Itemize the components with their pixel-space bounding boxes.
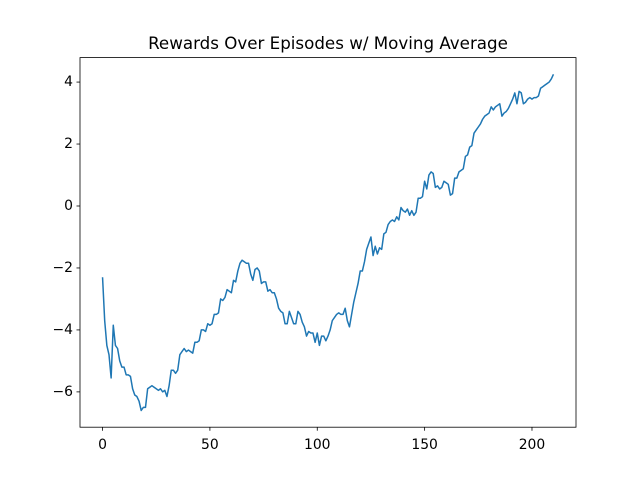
y-tick-label: −6 <box>53 384 73 400</box>
y-tick-label: −2 <box>53 260 73 276</box>
x-tick-label: 150 <box>411 437 438 453</box>
axes-frame <box>79 57 577 428</box>
x-tick-label: 50 <box>201 437 219 453</box>
y-tick-label: −4 <box>53 322 74 338</box>
y-tick-label: 2 <box>64 136 73 152</box>
x-tick-label: 200 <box>519 437 546 453</box>
x-tick-label: 100 <box>304 437 331 453</box>
y-tick-label: 0 <box>64 198 73 214</box>
x-tick-label: 0 <box>98 437 107 453</box>
chart-title: Rewards Over Episodes w/ Moving Average <box>148 33 508 53</box>
line <box>101 74 555 412</box>
y-tick-label: 4 <box>64 74 73 90</box>
